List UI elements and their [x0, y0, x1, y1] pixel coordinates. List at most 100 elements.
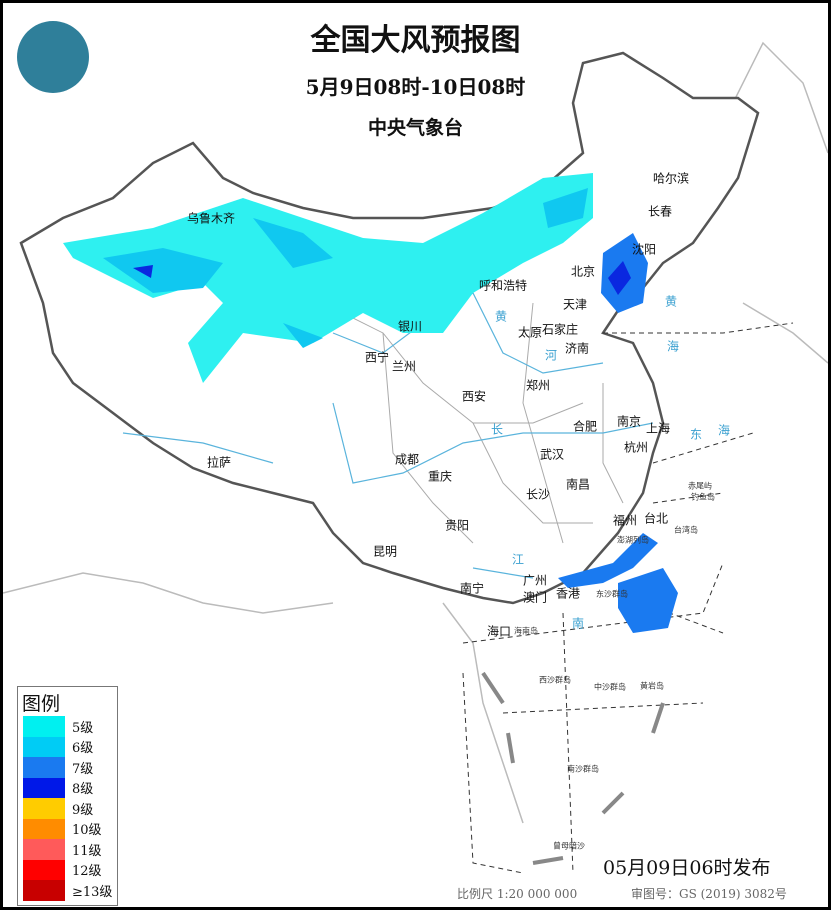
legend-swatch: [23, 859, 65, 880]
legend-label: ≥13级: [72, 884, 113, 900]
map-review-number: 审图号：GS (2019) 3082号: [631, 887, 787, 901]
city-label: 银川: [397, 319, 423, 334]
city-label: 西宁: [364, 350, 390, 365]
city-label: 成都: [394, 452, 420, 467]
city-label: 贵阳: [444, 518, 470, 533]
river-label: 长: [490, 422, 504, 437]
legend-swatch: [23, 839, 65, 860]
city-label: 沈阳: [631, 242, 657, 257]
city-label: 郑州: [525, 378, 551, 393]
map-canvas: [3, 41, 828, 874]
city-label: 广州: [522, 573, 548, 588]
legend-item: 6级: [18, 736, 117, 757]
island-label: 中沙群岛: [594, 682, 626, 692]
legend-swatch: [23, 736, 65, 757]
legend-swatch: [23, 798, 65, 819]
river-label: 黄: [494, 309, 508, 324]
city-label: 乌鲁木齐: [186, 211, 236, 226]
legend-item: 10级: [18, 818, 117, 839]
river-label: 河: [544, 348, 558, 363]
city-label: 呼和浩特: [478, 278, 528, 293]
map-title: 全国大风预报图: [310, 23, 521, 58]
nine-dash-segments: [481, 671, 665, 865]
legend-swatch: [23, 757, 65, 778]
wind-area-6: [103, 188, 588, 348]
legend-label: 10级: [72, 823, 102, 839]
city-label: 福州: [612, 513, 638, 528]
island-label: 西沙群岛: [539, 675, 571, 685]
legend-label: 6级: [72, 741, 94, 757]
legend-item: 12级: [18, 859, 117, 880]
city-label: 长春: [647, 204, 673, 219]
city-label: 香港: [555, 586, 581, 601]
legend-label: 11级: [72, 843, 102, 859]
river-label: 江: [511, 552, 525, 567]
wind-area-5: [63, 173, 593, 383]
legend-swatch: [23, 777, 65, 798]
legend-item: 8级: [18, 777, 117, 798]
city-label: 昆明: [372, 544, 398, 559]
legend-label: 5级: [72, 720, 94, 736]
issue-time: 05月09日06时发布: [603, 857, 771, 879]
sea-label: 南: [571, 616, 585, 631]
island-label: 澎湖列岛: [617, 535, 649, 545]
city-label: 杭州: [623, 440, 649, 455]
city-label: 武汉: [539, 447, 565, 462]
city-label: 北京: [570, 264, 596, 279]
city-label: 合肥: [572, 419, 598, 434]
maritime-boundaries: [462, 322, 794, 874]
wind-areas: [63, 173, 678, 633]
legend-swatch: [23, 880, 65, 901]
city-label: 南京: [616, 414, 642, 429]
city-label: 上海: [645, 421, 671, 436]
map-scale: 比例尺 1:20 000 000: [457, 887, 578, 901]
island-label: 黄岩岛: [640, 681, 664, 691]
city-label: 济南: [564, 341, 590, 356]
legend-label: 12级: [72, 864, 102, 880]
city-label: 拉萨: [206, 455, 232, 470]
city-label: 海口: [486, 624, 512, 639]
legend-swatch: [23, 818, 65, 839]
legend-label: 7级: [72, 761, 94, 777]
legend-label: 9级: [72, 802, 94, 818]
city-label: 哈尔滨: [652, 171, 690, 186]
legend-label: 8级: [72, 782, 94, 798]
neighbor-borders: [3, 41, 828, 824]
legend: 图例 5级 6级 7级 8级 9级 10级 11级 12级 ≥13级: [17, 686, 118, 906]
legend-title: 图例: [22, 693, 61, 715]
island-label: 南沙群岛: [567, 764, 599, 774]
city-label: 南宁: [459, 581, 485, 596]
island-label: 赤尾屿: [688, 481, 712, 491]
island-label: 东沙群岛: [596, 589, 628, 599]
forecast-period: 5月9日08时-10日08时: [305, 75, 526, 99]
legend-item: 11级: [18, 839, 117, 860]
province-borders: [242, 292, 624, 544]
cma-logo: [17, 21, 89, 93]
city-label: 长沙: [525, 487, 551, 502]
legend-swatch: [23, 716, 65, 737]
legend-item: ≥13级: [18, 880, 117, 901]
sea-label: 东: [689, 427, 703, 442]
legend-item: 7级: [18, 757, 117, 778]
city-label: 太原: [517, 325, 543, 340]
city-label: 南昌: [565, 477, 591, 492]
city-label: 西安: [461, 389, 487, 404]
issuer: 中央气象台: [367, 117, 463, 139]
island-label: 海南岛: [514, 626, 538, 636]
legend-item: 9级: [18, 798, 117, 819]
city-label: 兰州: [391, 359, 417, 374]
city-label: 台北: [643, 511, 669, 526]
sea-label: 海: [666, 339, 680, 354]
island-label: 钓鱼岛: [691, 492, 715, 502]
wind-forecast-map: 全国大风预报图 5月9日08时-10日08时 中央气象台 乌鲁木齐 哈尔滨长春沈阳…: [3, 3, 828, 907]
city-label: 重庆: [427, 469, 453, 484]
wind-area-7: [558, 233, 678, 633]
island-label: 曾母暗沙: [553, 841, 585, 851]
city-label: 天津: [562, 297, 588, 312]
sea-label: 黄: [664, 294, 678, 309]
island-label: 台湾岛: [674, 525, 698, 535]
sea-label: 海: [717, 423, 731, 438]
city-label: 石家庄: [541, 322, 579, 337]
city-label: 澳门: [522, 590, 548, 605]
legend-item: 5级: [18, 716, 117, 737]
